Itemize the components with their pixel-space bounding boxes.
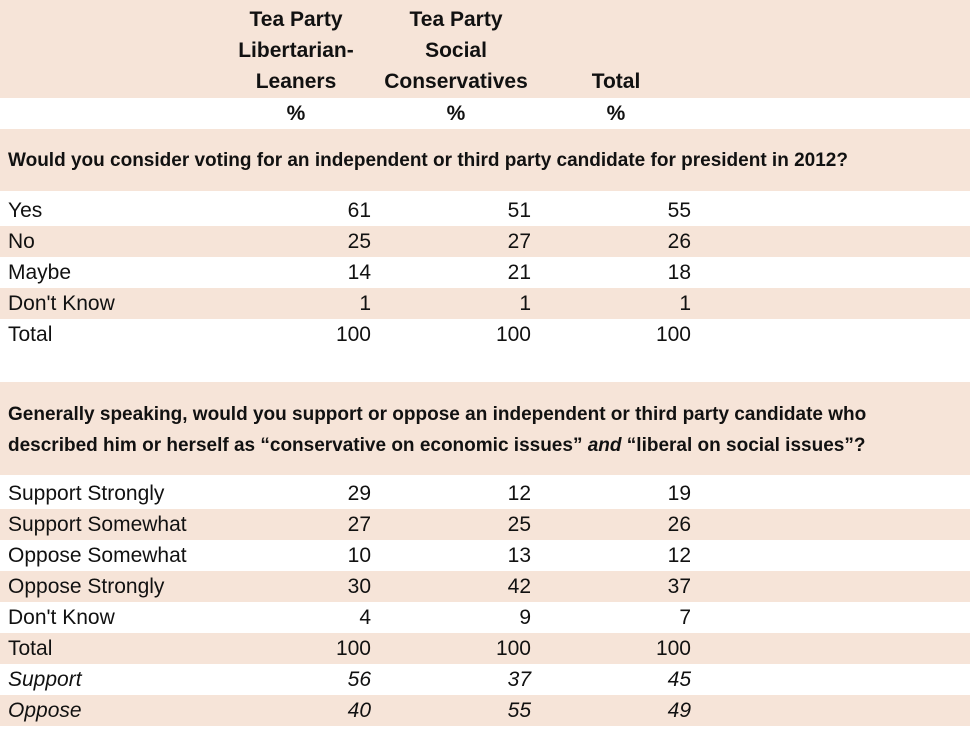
table-row: Total 100 100 100 <box>0 633 970 664</box>
row-label: Oppose <box>8 699 82 722</box>
question-2-text-part: described him or herself as “conservativ… <box>8 435 588 456</box>
cell-value: 100 <box>335 323 371 346</box>
cell-value: 37 <box>507 668 531 691</box>
table-row: Support Somewhat 27 25 26 <box>0 509 970 540</box>
cell-value: 40 <box>347 699 371 722</box>
cell-value: 56 <box>347 668 371 691</box>
cell-value: 21 <box>507 261 531 284</box>
row-label: Total <box>8 637 53 660</box>
header-band <box>0 0 970 98</box>
percent-label-c2: % <box>446 102 466 125</box>
cell-value: 1 <box>679 292 691 315</box>
question-2-text-emphasis: and <box>587 435 622 456</box>
row-label: Support Somewhat <box>8 513 187 536</box>
cell-value: 12 <box>667 544 691 567</box>
row-label: No <box>8 230 35 253</box>
cell-value: 37 <box>667 575 691 598</box>
cell-value: 19 <box>667 482 691 505</box>
row-label: Don't Know <box>8 292 115 315</box>
table-row: Oppose 40 55 49 <box>0 695 970 726</box>
table-row: Maybe 14 21 18 <box>0 257 970 288</box>
cell-value: 100 <box>335 637 371 660</box>
percent-label-c3: % <box>606 102 626 125</box>
column-header-line: Leaners <box>255 70 337 93</box>
cell-value: 51 <box>507 199 531 222</box>
question-2-text-line2: described him or herself as “conservativ… <box>8 430 865 461</box>
table-row: Support Strongly 29 12 19 <box>0 478 970 509</box>
cell-value: 27 <box>507 230 531 253</box>
question-2-text-line1: Generally speaking, would you support or… <box>8 404 867 425</box>
section-spacer <box>0 351 970 382</box>
row-label: Oppose Strongly <box>8 575 165 598</box>
cell-value: 13 <box>507 544 531 567</box>
percent-label-c1: % <box>286 102 306 125</box>
table-row: Oppose Strongly 30 42 37 <box>0 571 970 602</box>
cell-value: 7 <box>679 606 691 629</box>
cell-value: 49 <box>667 699 691 722</box>
row-label: Support Strongly <box>8 482 165 505</box>
cell-value: 25 <box>347 230 371 253</box>
column-header-line: Libertarian- <box>238 39 354 62</box>
table-row: Total 100 100 100 <box>0 319 970 350</box>
table-row: Support 56 37 45 <box>0 664 970 695</box>
table-row: No 25 27 26 <box>0 226 970 257</box>
column-header-line: Social <box>425 39 487 62</box>
cell-value: 42 <box>507 575 531 598</box>
cell-value: 29 <box>347 482 371 505</box>
cell-value: 45 <box>667 668 691 691</box>
row-label: Yes <box>8 199 43 222</box>
row-label: Maybe <box>8 261 72 284</box>
cell-value: 30 <box>347 575 371 598</box>
question-1-text: Would you consider voting for an indepen… <box>8 150 848 171</box>
table-row: Oppose Somewhat 10 13 12 <box>0 540 970 571</box>
table-row: Don't Know 1 1 1 <box>0 288 970 319</box>
cell-value: 100 <box>655 637 691 660</box>
column-header-line: Total <box>591 70 641 93</box>
cell-value: 100 <box>495 637 531 660</box>
column-header-line: Tea Party <box>409 8 503 31</box>
cell-value: 100 <box>655 323 691 346</box>
cell-value: 100 <box>495 323 531 346</box>
cell-value: 12 <box>507 482 531 505</box>
cell-value: 1 <box>519 292 531 315</box>
cell-value: 26 <box>667 513 691 536</box>
cell-value: 10 <box>347 544 371 567</box>
cell-value: 61 <box>347 199 371 222</box>
cell-value: 55 <box>667 199 691 222</box>
row-label: Don't Know <box>8 606 115 629</box>
column-header-social-conservatives: Tea Party Social Conservatives <box>378 4 534 97</box>
question-2-band <box>0 382 970 475</box>
cell-value: 26 <box>667 230 691 253</box>
row-label: Oppose Somewhat <box>8 544 187 567</box>
cell-value: 18 <box>667 261 691 284</box>
column-header-line: Conservatives <box>384 70 528 93</box>
percent-row-band <box>0 98 970 129</box>
cell-value: 55 <box>507 699 531 722</box>
cell-value: 9 <box>519 606 531 629</box>
column-header-line: Tea Party <box>249 8 343 31</box>
column-header-total: Total <box>566 66 666 97</box>
row-label: Support <box>8 668 82 691</box>
cell-value: 1 <box>359 292 371 315</box>
column-header-libertarian-leaners: Tea Party Libertarian- Leaners <box>231 4 361 97</box>
cell-value: 25 <box>507 513 531 536</box>
cell-value: 4 <box>359 606 371 629</box>
question-2-text-part: “liberal on social issues”? <box>621 435 866 456</box>
cell-value: 27 <box>347 513 371 536</box>
row-label: Total <box>8 323 53 346</box>
table-row: Don't Know 4 9 7 <box>0 602 970 633</box>
cell-value: 14 <box>347 261 371 284</box>
question-1-band <box>0 129 970 191</box>
table-row: Yes 61 51 55 <box>0 195 970 226</box>
